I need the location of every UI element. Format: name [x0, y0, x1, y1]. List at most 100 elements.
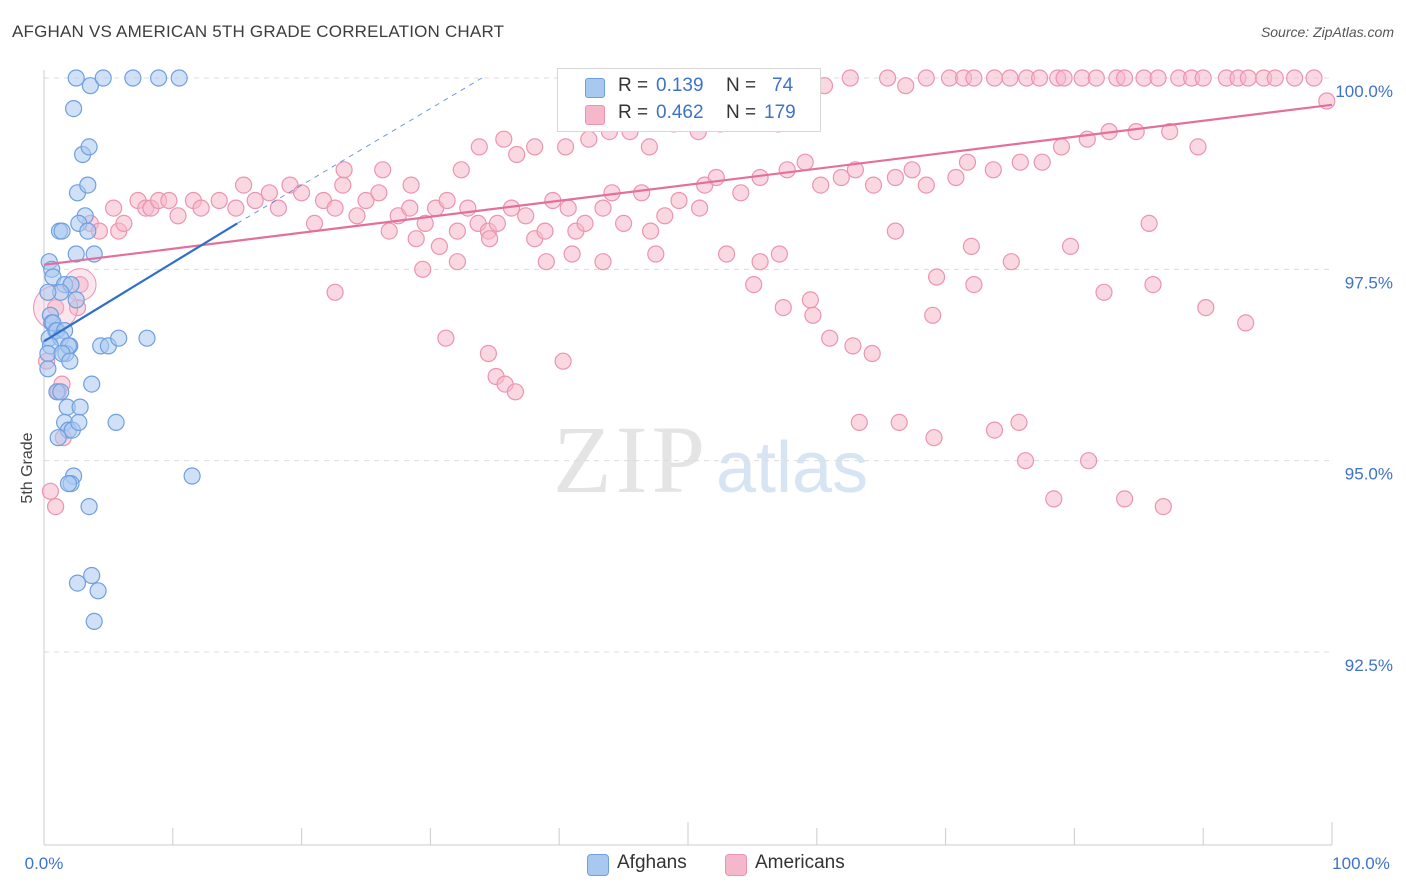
american-point	[985, 421, 1004, 439]
american-point	[1127, 123, 1145, 141]
afghan-point	[67, 69, 85, 87]
americans-r-label: R =	[618, 102, 649, 123]
afghans-r-value: 0.139	[656, 75, 704, 96]
american-point	[448, 253, 466, 271]
american-point	[470, 138, 488, 156]
afghan-point	[85, 612, 103, 631]
american-point	[864, 176, 883, 194]
american-point	[517, 207, 535, 225]
american-point	[1033, 153, 1051, 171]
afghan-point	[71, 398, 89, 416]
american-point	[210, 191, 228, 210]
afghans-trend-extension	[236, 77, 483, 224]
american-point	[962, 237, 981, 255]
american-point	[594, 253, 612, 271]
american-point	[115, 214, 133, 232]
afghans-trend-line	[43, 222, 238, 343]
x-tick-label-max: 100.0%	[1332, 854, 1390, 873]
american-point	[481, 230, 499, 248]
american-point	[414, 260, 432, 278]
american-point	[690, 199, 709, 217]
american-point	[305, 214, 324, 232]
american-point	[1305, 69, 1323, 87]
american-point	[965, 69, 983, 87]
american-point	[1237, 314, 1255, 332]
american-point	[554, 352, 572, 370]
american-point	[1001, 69, 1019, 87]
afghans-swatch	[585, 78, 605, 98]
american-point	[402, 176, 420, 194]
american-point	[863, 344, 881, 363]
american-point	[46, 498, 65, 516]
american-point	[160, 191, 178, 210]
american-point	[438, 191, 456, 210]
american-point	[1087, 69, 1105, 87]
afghan-point	[124, 69, 142, 87]
afghans-legend-label: Afghans	[617, 852, 687, 873]
afghan-points	[39, 69, 201, 631]
american-point	[886, 222, 905, 240]
american-point	[897, 77, 915, 95]
american-point	[227, 199, 245, 217]
afghans-legend-swatch	[587, 854, 609, 876]
american-point	[488, 214, 506, 232]
afghan-point	[67, 245, 85, 263]
y-tick-label: 95.0%	[1345, 465, 1393, 484]
afghan-point	[61, 352, 79, 370]
american-point	[1073, 69, 1091, 87]
american-point	[1189, 138, 1207, 156]
american-point	[235, 176, 253, 194]
american-point	[846, 161, 865, 179]
americans-legend-swatch	[725, 854, 747, 876]
afghan-point	[68, 574, 87, 592]
american-point	[563, 245, 581, 263]
american-point	[448, 222, 466, 240]
american-point	[886, 168, 905, 187]
american-point	[401, 199, 419, 217]
american-point	[407, 230, 425, 248]
afghan-point	[70, 413, 88, 431]
american-point	[1194, 69, 1212, 87]
american-point	[416, 214, 434, 232]
american-point	[717, 245, 736, 263]
afghan-point	[53, 222, 71, 240]
american-point	[576, 214, 594, 232]
american-point	[832, 168, 850, 187]
american-point	[947, 168, 965, 187]
afghan-point	[150, 69, 168, 87]
american-point	[437, 329, 455, 347]
american-point	[246, 191, 264, 210]
american-point	[878, 69, 897, 87]
american-point	[850, 413, 868, 431]
american-point	[925, 429, 943, 447]
american-point	[985, 69, 1004, 87]
afghan-point	[110, 329, 128, 347]
american-point	[801, 291, 820, 309]
afghan-point	[138, 329, 156, 347]
american-point	[1079, 452, 1098, 470]
american-point	[656, 207, 674, 225]
americans-n-label: N =	[726, 102, 757, 123]
american-point	[917, 69, 935, 87]
americans-n-value: 179	[764, 102, 796, 123]
american-point	[508, 145, 526, 164]
afghans-r-label: R =	[618, 75, 649, 96]
american-point	[844, 337, 862, 355]
american-point	[357, 191, 375, 210]
american-point	[1285, 69, 1304, 87]
american-point	[370, 184, 388, 202]
american-point	[1197, 299, 1215, 317]
american-point	[958, 153, 977, 171]
american-point	[1030, 69, 1049, 87]
american-point	[1045, 490, 1063, 508]
american-point	[1055, 69, 1073, 87]
american-point	[536, 222, 554, 240]
american-point	[334, 176, 352, 194]
american-points	[33, 69, 1336, 516]
american-point	[293, 184, 311, 202]
american-point	[804, 306, 822, 324]
afghan-point	[49, 429, 67, 447]
american-point	[380, 222, 398, 240]
american-point	[774, 299, 792, 317]
afghan-point	[83, 375, 101, 393]
